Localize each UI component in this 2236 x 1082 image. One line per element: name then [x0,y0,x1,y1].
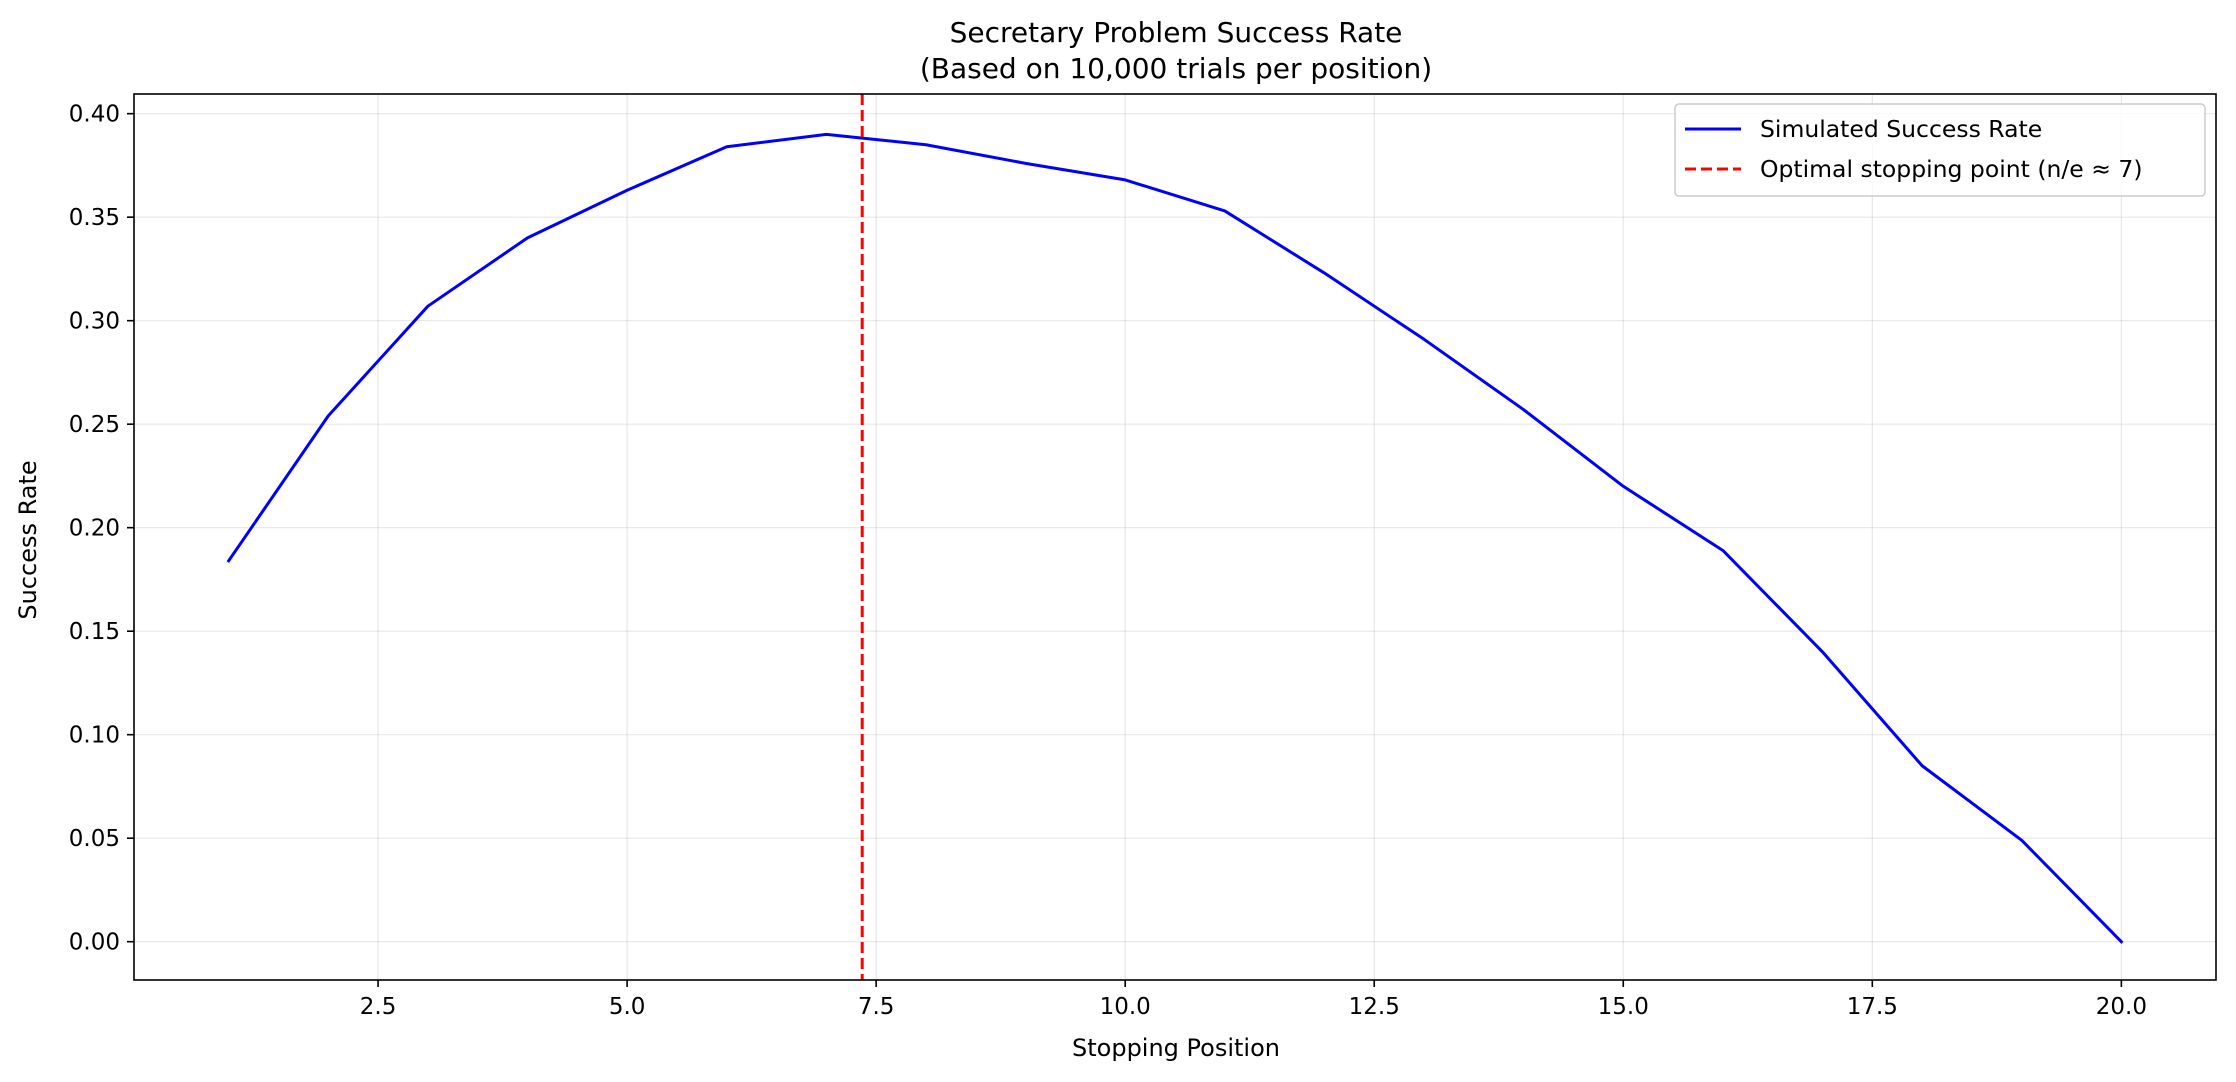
x-axis-label: Stopping Position [1072,1034,1280,1062]
axes: 2.5 5.0 7.5 10.0 12.5 15.0 17.5 20.0 0.00 0.05 0.1… [69,93,2217,1020]
legend-label-optimal: Optimal stopping point (n/e ≈ 7) [1760,155,2143,183]
x-tick-label: 10.0 [1100,994,1151,1020]
y-tick-label: 0.05 [69,826,120,852]
legend-frame [1674,103,2206,197]
plot-area [226,94,2124,980]
y-axis-label: Success Rate [14,460,42,619]
chart-title-line1: Secretary Problem Success Rate [950,16,1403,49]
x-tick-label: 15.0 [1598,994,1649,1020]
chart-title-line2: (Based on 10,000 trials per position) [920,52,1432,85]
y-tick-label: 0.35 [69,205,120,231]
y-tick-label: 0.20 [69,516,120,542]
series-line-simulated-success-rate [226,132,2124,944]
legend-label-simulated: Simulated Success Rate [1760,115,2042,143]
x-tick-label: 17.5 [1847,994,1898,1020]
x-tick-label: 20.0 [2096,994,2147,1020]
axes-frame [133,93,2217,981]
x-tick-label: 7.5 [858,994,895,1020]
y-tick-label: 0.40 [69,102,120,128]
grid-lines [134,94,2216,980]
y-tick-label: 0.15 [69,619,120,645]
x-tick-label: 2.5 [360,994,397,1020]
x-tick-label: 12.5 [1349,994,1400,1020]
y-tick-label: 0.10 [69,723,120,749]
legend: Simulated Success Rate Optimal stopping … [1674,103,2206,197]
x-tick-label: 5.0 [609,994,646,1020]
y-tick-label: 0.00 [69,930,120,956]
y-tick-label: 0.30 [69,309,120,335]
y-tick-label: 0.25 [69,412,120,438]
